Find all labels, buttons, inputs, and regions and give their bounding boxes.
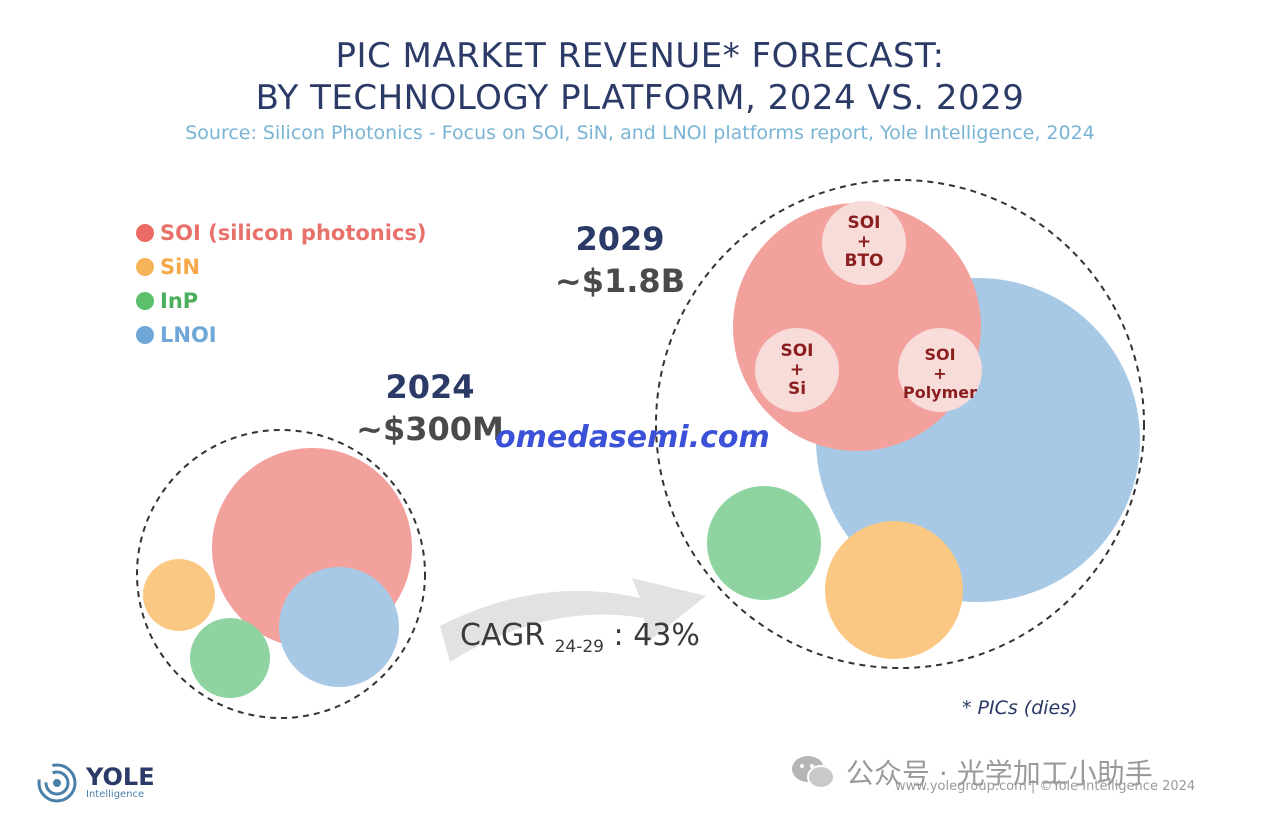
soi-si-line2: +: [789, 360, 805, 380]
boundary-2029: [655, 179, 1145, 669]
legend-item-sin: SiN: [136, 250, 427, 284]
cagr-value: : 43%: [613, 618, 700, 653]
legend-item-lnoi: LNOI: [136, 318, 427, 352]
year-2024: 2024: [385, 368, 475, 406]
wechat-icon: [792, 756, 835, 789]
yole-logo: YOLE Intelligence: [36, 762, 155, 804]
bubble-soi-bto: [822, 201, 906, 285]
logo-sub: Intelligence: [86, 789, 145, 800]
soi-polymer-line2: +: [933, 364, 947, 383]
logo-text: YOLE Intelligence: [86, 765, 155, 801]
bubble-2024-inp: [190, 618, 270, 698]
bubble-2029-sin: [825, 521, 963, 659]
bubble-2024-sin: [143, 559, 215, 631]
soi-si-line3: Si: [787, 379, 807, 399]
legend-label-soi: SOI (silicon photonics): [160, 221, 427, 245]
soi-bto-line2: +: [856, 232, 872, 252]
legend-dot-lnoi: [136, 326, 154, 344]
legend-dot-inp: [136, 292, 154, 310]
credit-line: www.yolegroup.com | ©Yole Intelligence 2…: [895, 779, 1196, 794]
label-soi-polymer: SOI + Polymer: [895, 345, 985, 402]
bubble-2024-lnoi: [279, 567, 399, 687]
legend-label-inp: InP: [160, 289, 199, 313]
total-2024: ~$300M: [356, 410, 504, 448]
footnote: * PICs (dies): [962, 697, 1078, 719]
legend-label-lnoi: LNOI: [160, 323, 217, 347]
soi-bto-line3: BTO: [844, 251, 884, 271]
logo-name: YOLE: [86, 763, 155, 791]
legend-dot-sin: [136, 258, 154, 276]
cagr-period: 24-29: [554, 637, 604, 657]
wechat-text: 公众号 · 光学加工小助手: [846, 757, 1153, 790]
boundary-2024: [136, 429, 426, 719]
label-soi-si: SOI + Si: [757, 342, 837, 399]
soi-polymer-line3: Polymer: [902, 383, 978, 402]
total-2029: ~$1.8B: [554, 262, 686, 300]
legend-item-soi: SOI (silicon photonics): [136, 216, 427, 250]
bubble-soi-si: [755, 328, 839, 412]
growth-arrow: [440, 578, 706, 662]
chart-title-line-2: BY TECHNOLOGY PLATFORM, 2024 VS. 2029: [255, 78, 1025, 118]
watermark: omedasemi.com: [495, 420, 770, 455]
cagr-text: CAGR: [460, 618, 546, 653]
chart-title-line-1: PIC MARKET REVENUE* FORECAST:: [335, 36, 945, 76]
bubble-2029-inp: [707, 486, 821, 600]
legend-item-inp: InP: [136, 284, 427, 318]
legend: SOI (silicon photonics) SiN InP LNOI: [136, 216, 427, 352]
cagr-label: CAGR 24-29 : 43%: [460, 618, 700, 657]
soi-bto-line1: SOI: [847, 213, 881, 233]
soi-polymer-line1: SOI: [924, 345, 956, 364]
bubble-soi-polymer: [898, 328, 982, 412]
year-2029: 2029: [575, 220, 665, 258]
label-soi-bto: SOI + BTO: [824, 214, 904, 271]
wechat-watermark: 公众号 · 光学加工小助手: [790, 752, 1153, 792]
legend-dot-soi: [136, 224, 154, 242]
chart-subtitle: Source: Silicon Photonics - Focus on SOI…: [185, 122, 1095, 144]
legend-label-sin: SiN: [160, 255, 200, 279]
yole-swirl-icon: [37, 763, 77, 803]
soi-si-line1: SOI: [780, 341, 814, 361]
